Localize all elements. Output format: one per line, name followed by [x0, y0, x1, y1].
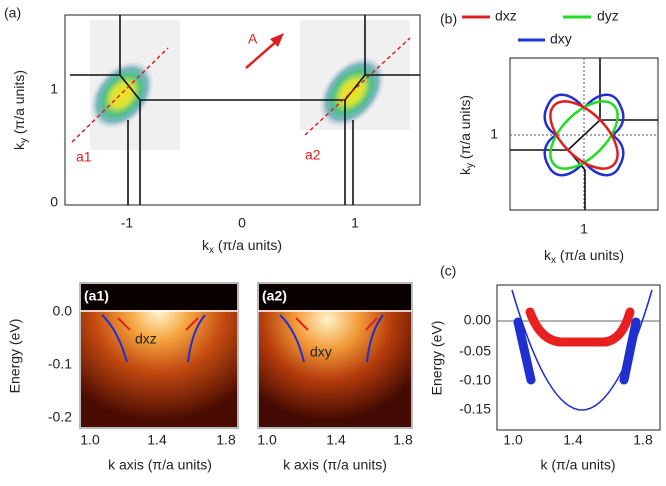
band-line [295, 317, 378, 331]
label-part: k [202, 237, 210, 253]
x-tick-label: 1.8 [633, 432, 653, 448]
plot-frame [79, 282, 239, 429]
y-axis-label: ky (π/a units) [457, 95, 476, 175]
dxy-band-data [513, 317, 536, 385]
label-part: y [465, 163, 476, 168]
label-part: (π/a units) [457, 95, 473, 163]
label-part: (π/a units) [11, 70, 27, 138]
x-axis-label: k (π/a units) [540, 457, 615, 473]
band-label: dxy [310, 344, 332, 360]
band-line [117, 317, 199, 331]
spectrum-image [80, 283, 238, 310]
label-part: (π/a units) [556, 247, 624, 263]
x-tick-label: 0 [238, 215, 246, 231]
x-tick-label: 1 [351, 215, 359, 231]
x-tick-label: 1 [580, 221, 588, 237]
y-tick-label: -0.10 [459, 372, 491, 388]
label-part: k [544, 247, 552, 263]
y-axis-label: Energy (eV) [429, 321, 445, 396]
fermi-contour [70, 15, 420, 205]
x-axis-label: kx (π/a units) [202, 237, 282, 256]
arrow [245, 39, 279, 69]
dxz-band-data [525, 307, 635, 347]
y-axis-label: Energy (eV) [7, 319, 23, 394]
cut-line [304, 37, 411, 136]
plot-frame [64, 14, 421, 206]
plot-frame [496, 284, 661, 431]
x-axis-label: k axis (π/a units) [283, 457, 387, 473]
y-tick-label: 1 [490, 126, 498, 142]
band-line [187, 314, 206, 363]
legend-label: dxz [495, 8, 517, 24]
arrow-head [270, 33, 284, 47]
band-line [101, 314, 128, 363]
x-tick-label: 1.0 [503, 432, 523, 448]
label-part: k [11, 142, 27, 150]
x-tick-label: 1.0 [257, 432, 277, 448]
y-tick-label: -0.1 [48, 356, 72, 372]
legend-label: dxy [550, 31, 572, 47]
band-label: dxz [135, 331, 157, 347]
cut-line [71, 47, 169, 143]
dyz-contour [549, 100, 619, 170]
x-tick-label: 1.0 [80, 432, 100, 448]
panel-label: (a1) [84, 288, 109, 304]
y-axis-label: ky (π/a units) [11, 70, 30, 150]
label-part: (π/a units) [214, 237, 282, 253]
y-tick-label: -0.05 [459, 343, 491, 359]
y-tick-label: 0 [50, 194, 58, 210]
y-tick-label: -0.15 [459, 401, 491, 417]
y-tick-label: 1 [50, 81, 58, 97]
panel-label: (b) [440, 11, 457, 27]
cut-label: a1 [76, 149, 92, 165]
fermi-contour [510, 58, 658, 210]
y-tick-label: 0.00 [464, 312, 491, 328]
legend-label: dyz [597, 8, 619, 24]
dxy-band-data [619, 317, 641, 385]
x-axis-label: kx (π/a units) [544, 247, 624, 266]
band-line [366, 314, 384, 363]
label-part: y [19, 138, 30, 143]
x-tick-label: 1.4 [563, 432, 583, 448]
arrow-label: A [248, 31, 258, 47]
plot-frame [257, 282, 413, 429]
spectrum-image [258, 283, 412, 310]
x-axis-label: k axis (π/a units) [108, 457, 212, 473]
cut-label: a2 [305, 147, 321, 163]
panel-label: (c) [440, 263, 456, 279]
x-tick-label: 1.4 [147, 432, 167, 448]
x-tick-label: 1.4 [326, 432, 346, 448]
panel-label: (a) [4, 5, 21, 21]
label-part: k [457, 167, 473, 175]
dxz-contour [549, 100, 619, 170]
panel-label: (a2) [262, 288, 287, 304]
band-line [279, 314, 305, 363]
x-tick-label: 1.8 [393, 432, 413, 448]
x-tick-label: -1 [121, 215, 134, 231]
y-tick-label: -0.2 [48, 409, 72, 425]
label-part: x [551, 255, 556, 266]
label-part: x [209, 245, 214, 256]
y-tick-label: 0.0 [53, 303, 73, 319]
x-tick-label: 1.8 [216, 432, 236, 448]
dxy-contour [543, 93, 625, 177]
